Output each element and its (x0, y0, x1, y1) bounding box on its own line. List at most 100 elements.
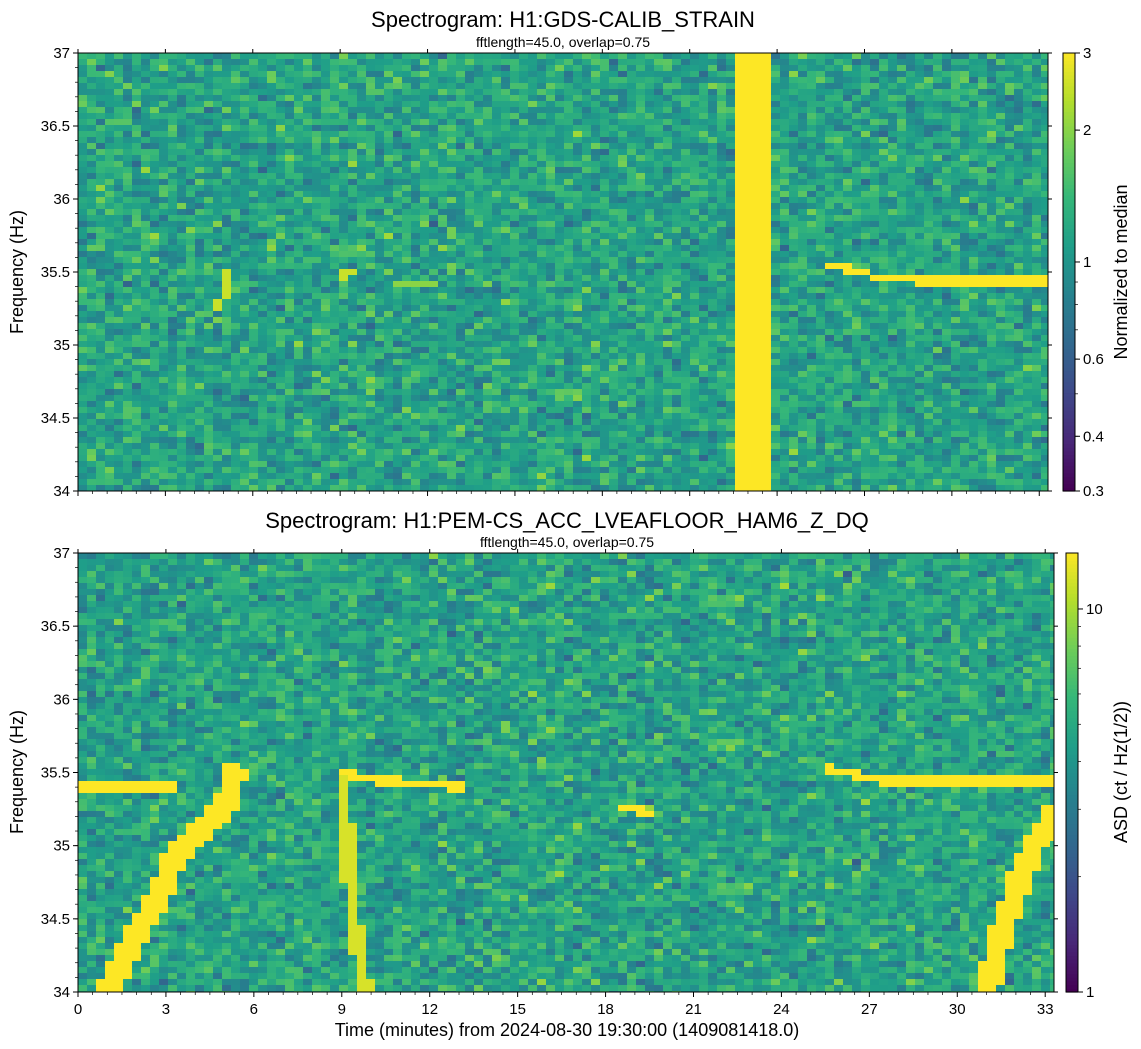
heatmap-cell (141, 83, 151, 90)
heatmap-cell (924, 257, 934, 264)
heatmap-cell (348, 311, 358, 318)
heatmap-cell (402, 167, 412, 174)
heatmap-cell (321, 281, 331, 288)
heatmap-cell (330, 215, 340, 222)
heatmap-cell (528, 233, 538, 240)
heatmap-cell (1023, 185, 1033, 192)
heatmap-cell (132, 221, 142, 228)
heatmap-cell (249, 131, 259, 138)
heatmap-cell (906, 197, 916, 204)
heatmap-cell (906, 287, 916, 294)
heatmap-cell (483, 143, 493, 150)
heatmap-cell (114, 173, 124, 180)
heatmap-cell (285, 215, 295, 222)
heatmap-cell (870, 233, 880, 240)
heatmap-cell (186, 179, 196, 186)
heatmap-cell (987, 143, 997, 150)
heatmap-cell (861, 59, 871, 66)
heatmap-cell (627, 113, 637, 120)
heatmap-cell (924, 197, 934, 204)
heatmap-cell (726, 251, 736, 258)
heatmap-cell (735, 197, 745, 204)
heatmap-cell (312, 257, 322, 264)
heatmap-cell (969, 281, 979, 288)
heatmap-cell (1014, 257, 1024, 264)
heatmap-cell (780, 293, 790, 300)
heatmap-cell (780, 125, 790, 132)
heatmap-cell (546, 203, 556, 210)
heatmap-cell (798, 65, 808, 72)
heatmap-cell (1032, 113, 1042, 120)
heatmap-cell (717, 95, 727, 102)
heatmap-cell (87, 317, 97, 324)
heatmap-cell (1032, 89, 1042, 96)
heatmap-cell (303, 281, 313, 288)
heatmap-cell (645, 149, 655, 156)
heatmap-cell (582, 257, 592, 264)
heatmap-cell (960, 233, 970, 240)
heatmap-cell (672, 95, 682, 102)
heatmap-cell (834, 215, 844, 222)
heatmap-cell (699, 125, 709, 132)
heatmap-cell (816, 149, 826, 156)
heatmap-cell (546, 287, 556, 294)
heatmap-cell (1023, 215, 1033, 222)
heatmap-cell (474, 167, 484, 174)
heatmap-cell (465, 71, 475, 78)
heatmap-cell (915, 101, 925, 108)
heatmap-cell (474, 137, 484, 144)
heatmap-cell (951, 233, 961, 240)
heatmap-cell (897, 209, 907, 216)
heatmap-cell (807, 131, 817, 138)
heatmap-cell (420, 269, 430, 276)
heatmap-cell (915, 281, 925, 288)
heatmap-cell (636, 185, 646, 192)
heatmap-cell (510, 209, 520, 216)
heatmap-cell (987, 257, 997, 264)
heatmap-cell (555, 143, 565, 150)
heatmap-cell (996, 209, 1006, 216)
heatmap-cell (285, 113, 295, 120)
heatmap-cell (132, 65, 142, 72)
heatmap-cell (213, 257, 223, 264)
heatmap-cell (321, 275, 331, 282)
heatmap-cell (375, 125, 385, 132)
heatmap-cell (753, 311, 763, 318)
heatmap-cell (645, 77, 655, 84)
heatmap-cell (879, 89, 889, 96)
heatmap-cell (798, 161, 808, 168)
heatmap-cell (222, 251, 232, 258)
heatmap-cell (474, 53, 484, 60)
heatmap-cell (357, 239, 367, 246)
heatmap-cell (240, 257, 250, 264)
heatmap-cell (879, 137, 889, 144)
heatmap-cell (753, 173, 763, 180)
heatmap-cell (195, 71, 205, 78)
heatmap-cell (1014, 233, 1024, 240)
heatmap-cell (177, 149, 187, 156)
heatmap-cell (204, 179, 214, 186)
heatmap-cell (258, 101, 268, 108)
heatmap-cell (96, 227, 106, 234)
heatmap-cell (510, 215, 520, 222)
heatmap-cell (429, 245, 439, 252)
heatmap-cell (186, 275, 196, 282)
heatmap-cell (762, 203, 772, 210)
heatmap-cell (366, 233, 376, 240)
heatmap-cell (636, 161, 646, 168)
heatmap-cell (537, 155, 547, 162)
heatmap-cell (357, 293, 367, 300)
heatmap-cell (465, 281, 475, 288)
heatmap-cell (987, 83, 997, 90)
heatmap-cell (564, 245, 574, 252)
heatmap-cell (438, 221, 448, 228)
heatmap-cell (294, 305, 304, 312)
heatmap-cell (528, 59, 538, 66)
heatmap-cell (195, 161, 205, 168)
heatmap-cell (546, 323, 556, 330)
heatmap-cell (357, 287, 367, 294)
heatmap-cell (996, 161, 1006, 168)
heatmap-cell (195, 143, 205, 150)
heatmap-cell (618, 311, 628, 318)
heatmap-cell (771, 239, 781, 246)
